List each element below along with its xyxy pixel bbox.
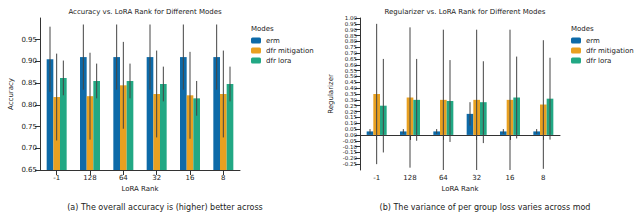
svg-text:0.60: 0.60 [345, 62, 358, 68]
svg-text:0.25: 0.25 [345, 103, 358, 109]
svg-text:8: 8 [221, 174, 225, 182]
svg-text:128: 128 [403, 174, 416, 182]
svg-text:0.80: 0.80 [345, 38, 358, 44]
svg-text:0.95: 0.95 [21, 36, 37, 44]
svg-text:Accuracy: Accuracy [7, 78, 15, 110]
svg-text:0.70: 0.70 [345, 50, 358, 56]
svg-text:0.65: 0.65 [21, 166, 37, 174]
svg-text:0.65: 0.65 [345, 56, 358, 62]
svg-text:-0.25: -0.25 [343, 161, 358, 167]
svg-text:32: 32 [472, 174, 481, 182]
svg-text:-1: -1 [53, 174, 60, 182]
svg-text:0.30: 0.30 [345, 97, 358, 103]
svg-text:0.50: 0.50 [345, 73, 358, 79]
svg-text:0.15: 0.15 [345, 114, 358, 120]
svg-text:0.80: 0.80 [21, 101, 37, 109]
svg-text:dfr mitigation: dfr mitigation [586, 47, 634, 55]
svg-text:erm: erm [266, 37, 280, 45]
svg-text:0.00: 0.00 [345, 132, 358, 138]
svg-text:1.00: 1.00 [345, 15, 358, 21]
svg-text:0.70: 0.70 [21, 144, 37, 152]
svg-text:-0.10: -0.10 [343, 144, 358, 150]
svg-text:0.05: 0.05 [345, 126, 358, 132]
svg-text:8: 8 [541, 174, 545, 182]
svg-text:-0.20: -0.20 [343, 155, 358, 161]
svg-text:128: 128 [83, 174, 96, 182]
svg-text:16: 16 [506, 174, 515, 182]
svg-text:LoRA Rank: LoRA Rank [441, 185, 479, 193]
svg-text:0.85: 0.85 [345, 33, 358, 39]
svg-text:0.85: 0.85 [21, 79, 37, 87]
svg-text:0.40: 0.40 [345, 85, 358, 91]
svg-text:0.75: 0.75 [345, 44, 358, 50]
svg-text:-1: -1 [373, 174, 380, 182]
svg-text:64: 64 [439, 174, 448, 182]
svg-text:-0.15: -0.15 [343, 149, 358, 155]
svg-text:0.90: 0.90 [345, 27, 358, 33]
svg-text:Modes: Modes [571, 25, 594, 33]
svg-text:erm: erm [586, 37, 600, 45]
svg-text:dfr lora: dfr lora [586, 57, 611, 65]
svg-text:Regularizer vs. LoRA Rank for: Regularizer vs. LoRA Rank for Different … [385, 8, 546, 16]
svg-text:0.45: 0.45 [345, 79, 358, 85]
svg-text:LoRA Rank: LoRA Rank [121, 185, 159, 193]
svg-text:dfr mitigation: dfr mitigation [266, 47, 314, 55]
svg-text:Accuracy vs. LoRA Rank for Dif: Accuracy vs. LoRA Rank for Different Mod… [68, 8, 222, 16]
svg-text:Modes: Modes [251, 25, 274, 33]
svg-text:dfr lora: dfr lora [266, 57, 291, 65]
svg-text:0.90: 0.90 [21, 57, 37, 65]
svg-text:16: 16 [186, 174, 195, 182]
svg-text:(b) The variance of per group: (b) The variance of per group loss varie… [380, 203, 591, 212]
svg-text:0.95: 0.95 [345, 21, 358, 27]
svg-text:(a) The overall accuracy is (h: (a) The overall accuracy is (higher) bet… [67, 203, 263, 212]
svg-text:-0.05: -0.05 [343, 138, 358, 144]
svg-text:32: 32 [152, 174, 161, 182]
svg-text:Regularizer: Regularizer [327, 74, 335, 114]
svg-text:0.35: 0.35 [345, 91, 358, 97]
svg-text:0.20: 0.20 [345, 109, 358, 115]
svg-text:0.75: 0.75 [21, 123, 37, 131]
svg-text:64: 64 [119, 174, 128, 182]
svg-text:0.10: 0.10 [345, 120, 358, 126]
svg-text:0.55: 0.55 [345, 68, 358, 74]
